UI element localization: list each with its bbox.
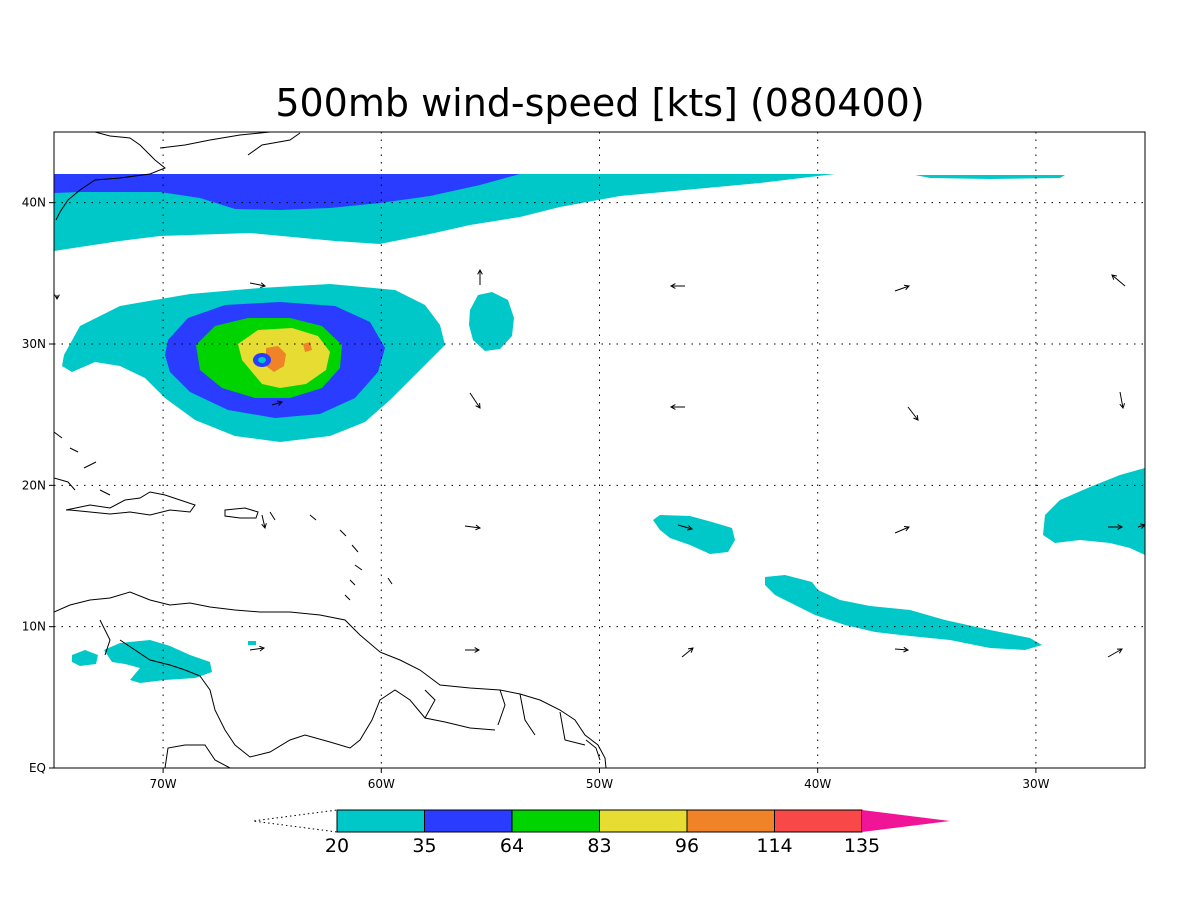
coast-islands	[54, 431, 393, 601]
colorbar-low-triangle	[252, 809, 338, 833]
wind-arrow	[261, 514, 267, 530]
hurricane-core-96kt	[266, 346, 286, 372]
colorbar-label: 20	[325, 835, 349, 857]
wind-arrow	[1107, 648, 1123, 658]
wind-arrow	[249, 282, 267, 288]
coast-cuba-hispaniola	[54, 477, 259, 519]
patch-18n-45w	[653, 515, 735, 554]
colorbar: 20 35 64 83 96 114 135	[252, 809, 950, 857]
colorbar-swatch	[424, 809, 513, 833]
lon-tick-label: 60W	[368, 777, 395, 791]
wind-arrow	[677, 524, 694, 531]
colorbar-label: 83	[587, 835, 611, 857]
coastlines	[54, 132, 607, 768]
lon-tick-label: 30W	[1022, 777, 1049, 791]
wind-arrow	[1111, 274, 1126, 287]
coast-guyana	[424, 689, 586, 746]
lat-tick-label: 40N	[22, 196, 46, 210]
patch-near-55w	[469, 292, 514, 351]
wind-arrow	[894, 284, 910, 292]
colorbar-swatch	[686, 809, 775, 833]
wind-arrow	[1108, 524, 1124, 530]
colorbar-swatch	[599, 809, 688, 833]
wind-arrow	[477, 268, 483, 285]
lat-tick-label: 20N	[22, 478, 46, 492]
wind-arrow	[1119, 391, 1126, 410]
graticule	[54, 132, 1145, 768]
lon-tick-label: 40W	[804, 777, 831, 791]
wind-arrow	[669, 404, 685, 410]
coast-nova-scotia	[159, 132, 301, 156]
wind-arrow	[54, 294, 60, 301]
hurricane-eye	[258, 357, 266, 363]
coast-north-america	[55, 132, 166, 221]
map-panel	[53, 131, 1146, 769]
wind-arrow	[681, 647, 694, 658]
wind-arrow	[469, 392, 481, 409]
colorbar-swatch	[336, 809, 425, 833]
itcz-band	[765, 575, 1042, 650]
colorbar-label: 35	[412, 835, 436, 857]
lon-tick-label: 70W	[150, 777, 177, 791]
wind-arrow	[907, 406, 919, 421]
colorbar-label: 114	[756, 835, 792, 857]
jet-sliver-20kt	[915, 175, 1065, 179]
wind-arrow	[464, 524, 482, 531]
colorbar-swatch	[511, 809, 600, 833]
colorbar-label: 64	[500, 835, 524, 857]
patch-tiny-2	[248, 641, 256, 645]
wind-arrow	[894, 646, 910, 653]
wind-arrow	[271, 400, 283, 406]
chart-title: 500mb wind-speed [kts] (080400)	[275, 81, 924, 125]
patch-east-edge	[1043, 468, 1145, 555]
coast-brazil	[164, 739, 601, 768]
lat-tick-label: 30N	[22, 337, 46, 351]
wind-arrow	[894, 526, 910, 534]
wind-arrow	[249, 645, 266, 652]
colorbar-label: 96	[675, 835, 699, 857]
coast-venezuela	[99, 619, 496, 758]
colorbar-label: 135	[844, 835, 880, 857]
wind-speed-shading	[54, 174, 1145, 683]
patch-tiny-1	[72, 650, 98, 666]
jet-core-35kt	[54, 174, 520, 210]
colorbar-high-triangle	[862, 810, 950, 832]
colorbar-swatch	[774, 809, 863, 833]
lat-tick-label: 10N	[22, 620, 46, 634]
wind-arrow	[669, 283, 685, 289]
coast-south-america	[54, 591, 607, 768]
latitude-labels: EQ 10N 20N 30N 40N	[22, 196, 54, 775]
wind-arrow	[465, 647, 481, 653]
longitude-labels: 70W 60W 50W 40W 30W	[150, 768, 1050, 791]
wind-vectors	[54, 268, 1145, 658]
lat-tick-label: EQ	[29, 761, 46, 775]
wind-arrow	[1137, 523, 1145, 529]
lon-tick-label: 50W	[586, 777, 613, 791]
